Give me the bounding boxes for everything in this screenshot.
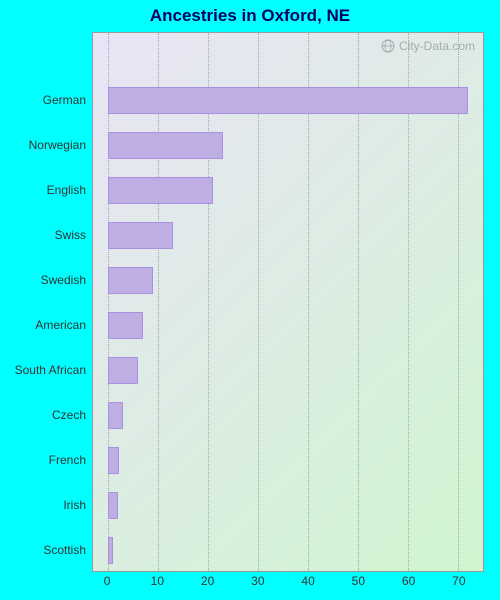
- y-tick-label: American: [35, 318, 86, 332]
- x-tick-label: 40: [301, 574, 314, 588]
- x-tick-label: 30: [251, 574, 264, 588]
- bar: [108, 402, 123, 430]
- y-tick-label: Swiss: [55, 228, 86, 242]
- bar: [108, 177, 213, 205]
- y-tick-label: Scottish: [43, 543, 86, 557]
- bar: [108, 222, 173, 250]
- plot-area: City-Data.com: [92, 32, 484, 572]
- bar: [108, 312, 143, 340]
- x-tick-label: 60: [402, 574, 415, 588]
- y-tick-label: Irish: [63, 498, 86, 512]
- x-tick-label: 20: [201, 574, 214, 588]
- bar: [108, 132, 223, 160]
- plot-inner: City-Data.com: [93, 33, 483, 571]
- x-tick-label: 70: [452, 574, 465, 588]
- y-tick-label: English: [47, 183, 86, 197]
- chart-title: Ancestries in Oxford, NE: [6, 6, 494, 26]
- x-axis-labels: 0 10 20 30 40 50 60 70: [92, 572, 484, 592]
- x-tick-label: 0: [104, 574, 111, 588]
- chart-container: Ancestries in Oxford, NE German Norwegian…: [0, 0, 500, 600]
- x-tick-label: 10: [151, 574, 164, 588]
- y-tick-label: German: [43, 93, 86, 107]
- bars-layer: [93, 33, 483, 571]
- y-axis-labels: German Norwegian English Swiss Swedish Americ…: [6, 32, 86, 572]
- bar: [108, 267, 153, 295]
- y-tick-label: French: [49, 453, 86, 467]
- bar: [108, 447, 119, 475]
- y-tick-label: Czech: [52, 408, 86, 422]
- bar: [108, 492, 118, 520]
- y-tick-label: South African: [15, 363, 86, 377]
- bar: [108, 537, 113, 565]
- bar: [108, 357, 138, 385]
- y-tick-label: Swedish: [41, 273, 86, 287]
- bar: [108, 87, 468, 115]
- x-tick-label: 50: [352, 574, 365, 588]
- y-tick-label: Norwegian: [29, 138, 86, 152]
